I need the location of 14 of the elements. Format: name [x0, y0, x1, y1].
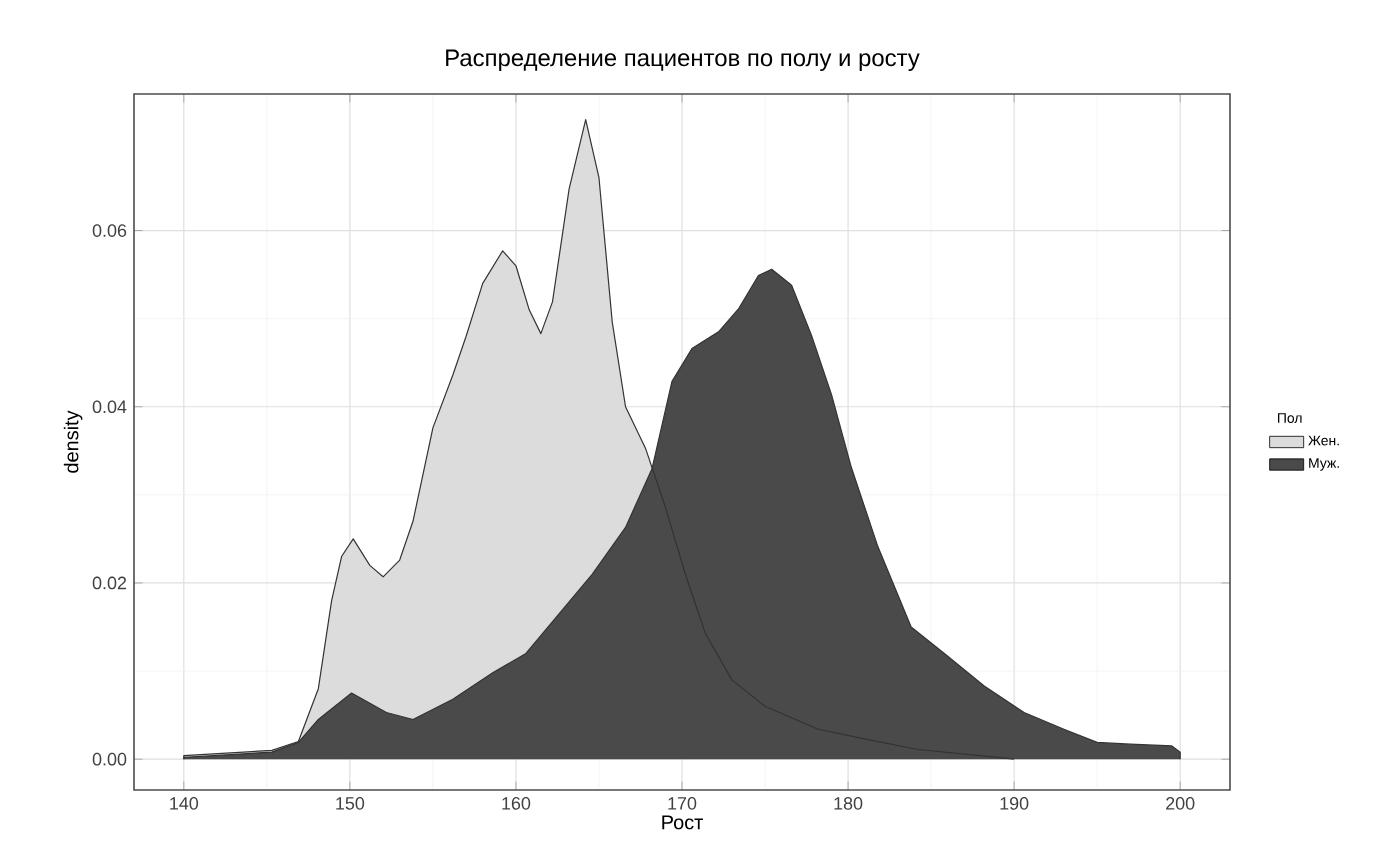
y-tick-label: 0.00	[92, 752, 127, 766]
x-tick-label: 190	[1000, 797, 1029, 810]
y-tick-label: 0.06	[92, 224, 127, 237]
x-tick-label: 200	[1166, 797, 1195, 810]
x-tick-label: 180	[834, 797, 863, 810]
x-tick-label: 150	[336, 797, 365, 810]
chart-title: Распределение пациентов по полу и росту	[446, 49, 920, 72]
x-tick-label: 170	[668, 797, 697, 810]
x-tick-label: 140	[170, 797, 199, 810]
y-tick-label: 0.02	[92, 576, 127, 590]
y-axis-title: density	[63, 410, 83, 473]
x-tick-label: 160	[502, 797, 531, 810]
x-axis-title: Рост	[662, 815, 703, 830]
y-tick-label: 0.04	[92, 400, 127, 414]
